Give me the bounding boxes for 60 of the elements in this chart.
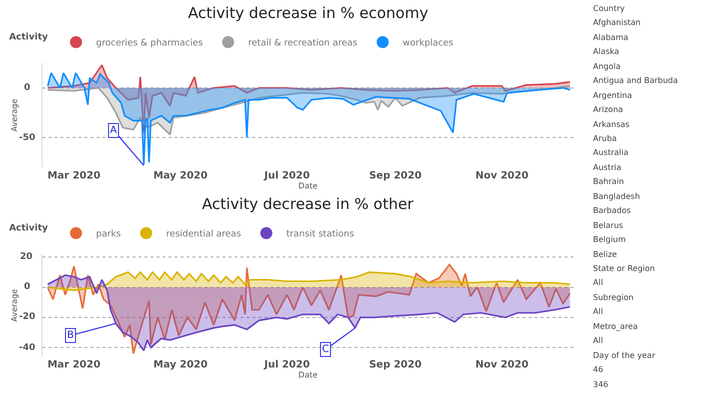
y-tick-label: -40 [19,343,36,353]
annotation: B [67,330,74,341]
x-tick-label: Jul 2020 [263,170,310,182]
text: Australia [593,148,628,157]
legend-label: groceries & pharmacies [96,38,204,49]
text: All [593,336,603,345]
x-tick-label: Sep 2020 [369,170,422,182]
text: Antigua and Barbuda [593,76,678,85]
text: Barbados [593,206,631,215]
text: Belarus [593,221,624,230]
y-axis-title: Average [10,288,20,322]
y-tick-label: -50 [19,133,36,143]
legend-title: Activity [9,32,48,42]
text: State or Region [593,264,655,273]
x-tick-label: May 2020 [153,170,208,182]
x-axis-title: Date [298,182,318,191]
y-tick-label: 0 [24,83,30,93]
annotation: A [110,125,117,136]
text: Austria [593,163,622,172]
legend-title: Activity [9,223,48,234]
text: Alabama [593,33,628,42]
text: 46 [593,365,604,374]
text: Bangladesh [593,192,640,201]
text: All [593,278,603,287]
text: Day of the year [593,351,656,360]
y-tick-label: 20 [20,252,33,262]
legend-label: parks [96,230,122,240]
legend-label: workplaces [402,38,454,49]
text: Arkansas [593,120,630,129]
text: Belgium [593,235,626,244]
chart-title: Activity decrease in % other [202,195,414,213]
x-tick-label: Mar 2020 [47,360,100,371]
text: Belize [593,250,618,259]
text: All [593,307,603,316]
text: Bahrain [593,177,624,186]
x-axis-title: Date [298,370,318,380]
x-tick-label: Nov 2020 [475,170,528,182]
legend-label: residential areas [166,230,242,240]
annotation: C [322,344,329,355]
text: Alaska [593,47,620,56]
text: Metro_area [593,322,638,331]
text: Country [593,4,626,13]
text: Arizona [593,105,624,114]
text: Aruba [593,134,617,143]
x-tick-label: Jul 2020 [263,360,310,371]
text: Angola [593,62,621,71]
chart-title: Activity decrease in % economy [188,4,428,22]
x-tick-label: Nov 2020 [475,360,528,371]
x-tick-label: May 2020 [153,360,208,371]
text: Subregion [593,293,634,302]
legend-label: retail & recreation areas [248,38,358,49]
text: Afghanistan [593,18,641,27]
y-tick-label: 0 [24,282,30,292]
y-tick-label: -20 [19,312,36,322]
legend-label: transit stations [286,230,354,240]
x-tick-label: Mar 2020 [47,170,100,182]
x-tick-label: Sep 2020 [369,360,422,371]
y-axis-title: Average [10,98,20,132]
text: Argentina [593,91,632,100]
text: 346 [593,380,608,389]
